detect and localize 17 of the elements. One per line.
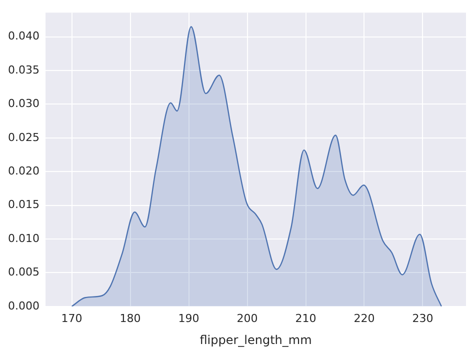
y-tick-label: 0.010 [8, 232, 40, 245]
y-tick-label: 0.020 [8, 164, 40, 178]
y-tick-label: 0.005 [8, 266, 40, 279]
y-tick-label: 0.035 [8, 63, 40, 76]
x-tick-label: 170 [61, 312, 82, 325]
y-tick-label: 0.000 [8, 299, 40, 312]
x-tick-label: 190 [178, 312, 200, 325]
y-tick-label: 0.025 [8, 130, 40, 144]
y-tick-label: 0.030 [8, 97, 40, 110]
x-tick-label: 230 [412, 312, 434, 325]
x-axis-title: flipper_length_mm [200, 332, 312, 347]
x-tick-label: 180 [120, 312, 141, 325]
y-tick-label: 0.040 [8, 30, 40, 43]
x-tick-label: 210 [295, 312, 316, 325]
x-tick-label: 200 [236, 312, 258, 325]
y-tick-label: 0.015 [8, 198, 40, 212]
x-tick-label: 220 [354, 312, 375, 325]
